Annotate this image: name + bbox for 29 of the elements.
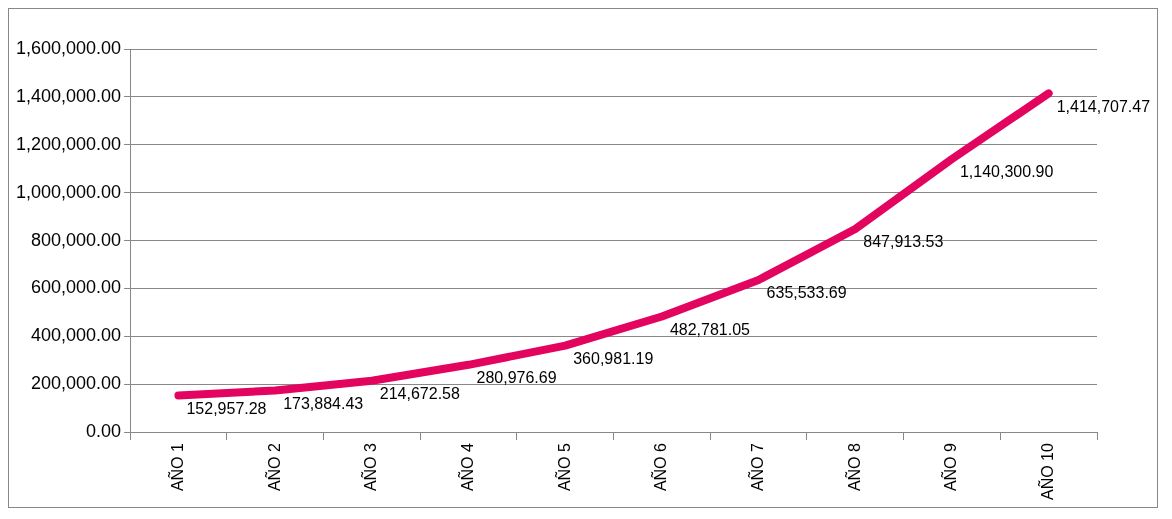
- text: 214,672.58: [379, 385, 460, 403]
- x-tick-label: AÑO 4: [456, 442, 476, 492]
- y-tick-label: 200,000.00: [31, 373, 122, 394]
- x-tick-label: AÑO 1: [166, 442, 186, 492]
- y-tick-label: 0.00: [86, 421, 122, 442]
- x-tick-label: AÑO 9: [940, 442, 960, 492]
- text: 635,533.69: [766, 284, 847, 302]
- text: 152,957.28: [186, 399, 267, 417]
- text: 280,976.69: [476, 369, 557, 387]
- x-tick-label: AÑO 2: [263, 442, 283, 492]
- x-tick-label: AÑO 5: [553, 442, 573, 492]
- y-tick-label: 1,200,000.00: [15, 133, 122, 154]
- text: 1,140,300.90: [959, 163, 1054, 181]
- text: 360,981.19: [573, 350, 654, 368]
- x-tick-label: AÑO 8: [843, 442, 863, 492]
- x-tick-label: AÑO 6: [650, 442, 670, 492]
- y-tick-label: 1,000,000.00: [15, 181, 122, 202]
- x-tick-label: AÑO 10: [1037, 442, 1057, 501]
- y-tick-label: 1,600,000.00: [15, 37, 122, 58]
- x-tick-label: AÑO 7: [746, 442, 766, 492]
- text: 482,781.05: [669, 320, 750, 338]
- y-tick-label: 600,000.00: [31, 277, 122, 298]
- y-tick-label: 800,000.00: [31, 229, 122, 250]
- y-tick-label: 1,400,000.00: [15, 85, 122, 106]
- text: 1,414,707.47: [1056, 97, 1151, 115]
- x-tick-label: AÑO 3: [360, 442, 380, 492]
- text: 847,913.53: [863, 233, 944, 251]
- text: 173,884.43: [283, 394, 364, 412]
- y-tick-label: 400,000.00: [31, 325, 122, 346]
